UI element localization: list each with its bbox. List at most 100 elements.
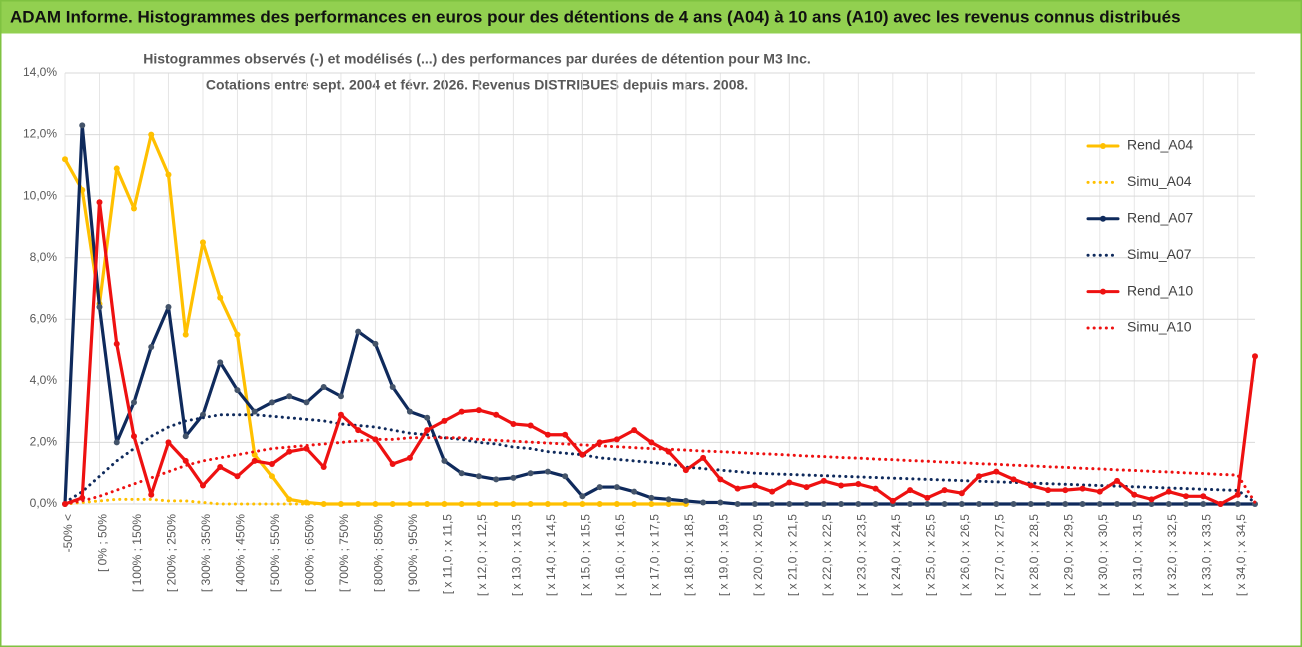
point — [786, 501, 793, 507]
point — [406, 408, 413, 415]
x-tick-label: [ 100% ; 150% — [130, 514, 144, 592]
x-tick-label: [ x 14,0 ; x 14,5 — [544, 514, 558, 596]
series-line — [63, 200, 1257, 506]
y-tick-label: 10,0% — [23, 188, 57, 202]
legend-label: Simu_A10 — [1127, 319, 1192, 335]
x-tick-label: [ x 31,0 ; x 31,5 — [1130, 514, 1144, 596]
point — [1252, 353, 1258, 360]
legend-marker — [1100, 288, 1106, 295]
x-tick-label: [ x 13,0 ; x 13,5 — [510, 514, 524, 596]
point — [976, 473, 983, 480]
point — [79, 122, 86, 129]
point — [1062, 501, 1069, 507]
point — [424, 501, 431, 507]
point — [596, 501, 603, 507]
point — [1114, 477, 1121, 484]
legend-label: Rend_A04 — [1127, 137, 1193, 153]
point — [958, 501, 965, 507]
point — [579, 493, 586, 500]
point — [1010, 476, 1017, 483]
point — [769, 501, 776, 507]
point — [682, 467, 689, 474]
x-tick-label: [ x 32,0 ; x 32,5 — [1165, 514, 1179, 596]
point — [665, 496, 672, 503]
x-tick-label: [ x 17,0 ; x 17,5 — [648, 514, 662, 596]
point — [751, 482, 758, 489]
point — [199, 239, 206, 246]
point — [337, 501, 344, 507]
x-tick-label: [ 800% ; 850% — [372, 514, 386, 592]
point — [820, 477, 827, 484]
point — [510, 420, 517, 427]
point — [1114, 501, 1121, 507]
point — [1165, 501, 1172, 507]
x-tick-label: [ x 20,0 ; x 20,5 — [751, 514, 765, 596]
point — [251, 457, 258, 464]
point — [872, 485, 879, 492]
point — [1217, 501, 1224, 507]
point — [113, 340, 120, 347]
point — [510, 474, 517, 481]
x-tick-label: [ x 12,0 ; x 12,5 — [475, 514, 489, 596]
point — [441, 417, 448, 424]
x-tick-label: [ 600% ; 650% — [303, 514, 317, 592]
point — [1183, 501, 1190, 507]
point — [493, 411, 500, 418]
point — [941, 501, 948, 507]
y-tick-label: 6,0% — [30, 311, 58, 325]
point — [424, 414, 431, 421]
y-tick-label: 0,0% — [30, 496, 58, 510]
point — [596, 439, 603, 446]
x-tick-label: [ x 25,0 ; x 25,5 — [923, 514, 937, 596]
point — [682, 497, 689, 504]
point — [631, 488, 638, 495]
point — [320, 464, 327, 471]
point — [217, 359, 224, 366]
legend-label: Simu_A04 — [1127, 173, 1192, 189]
point — [1234, 501, 1241, 507]
title-bar — [1, 1, 1301, 34]
y-tick-label: 4,0% — [30, 373, 58, 387]
point — [1148, 501, 1155, 507]
point — [838, 482, 845, 489]
point — [286, 448, 293, 455]
point — [734, 501, 741, 507]
point — [130, 399, 137, 406]
point — [96, 199, 103, 206]
point — [165, 303, 172, 310]
point — [976, 501, 983, 507]
y-tick-label: 8,0% — [30, 250, 58, 264]
x-tick-label: -50% < — [61, 514, 75, 552]
series-line — [63, 436, 1257, 506]
point — [113, 439, 120, 446]
point — [1027, 482, 1034, 489]
point — [303, 399, 310, 406]
x-tick-label: [ 400% ; 450% — [234, 514, 248, 592]
point — [182, 433, 189, 440]
y-tick-label: 14,0% — [23, 65, 57, 79]
point — [458, 470, 465, 477]
point — [579, 451, 586, 458]
x-tick-label: [ x 11,0 ; x 11,5 — [441, 514, 455, 595]
series-line — [63, 123, 1257, 506]
x-tick-label: [ x 26,0 ; x 26,5 — [958, 514, 972, 596]
point — [475, 407, 482, 414]
point — [493, 476, 500, 483]
point — [613, 436, 620, 443]
point — [803, 484, 810, 491]
point — [907, 487, 914, 494]
point — [217, 294, 224, 301]
x-tick-label: [ x 15,0 ; x 15,5 — [579, 514, 593, 596]
point — [993, 468, 1000, 475]
point — [268, 473, 275, 480]
x-tick-label: [ x 28,0 ; x 28,5 — [1027, 514, 1041, 596]
point — [62, 156, 68, 163]
point — [613, 484, 620, 491]
legend-marker — [1100, 215, 1106, 222]
point — [907, 501, 914, 507]
point — [700, 454, 707, 461]
point — [96, 303, 103, 310]
point — [838, 501, 845, 507]
